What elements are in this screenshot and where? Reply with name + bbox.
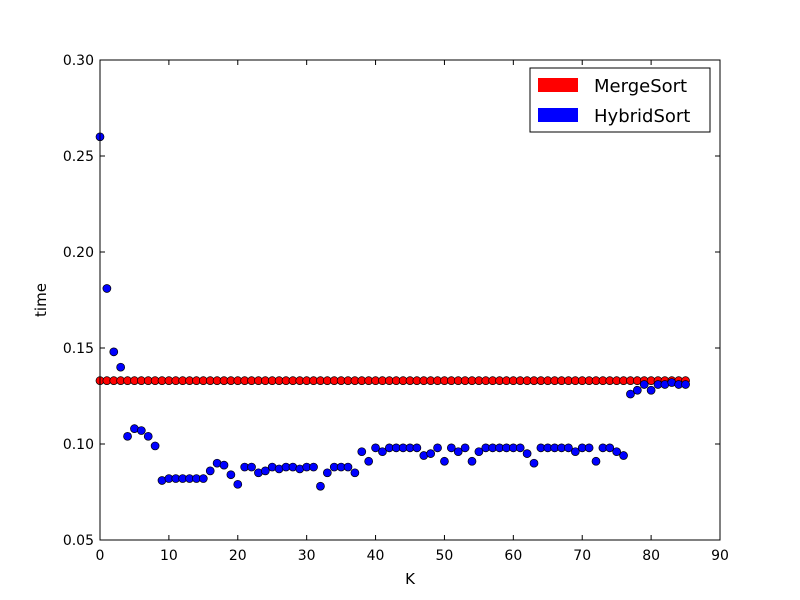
hybridsort-point — [350, 468, 360, 478]
x-tick-label: 60 — [504, 548, 522, 564]
x-tick-label: 50 — [436, 548, 454, 564]
hybridsort-point — [591, 456, 601, 466]
hybridsort-point — [433, 443, 442, 453]
hybridsort-point — [446, 443, 456, 453]
hybridsort-point — [612, 447, 622, 457]
hybridsort-point — [626, 389, 635, 399]
x-tick-label: 20 — [229, 548, 247, 564]
hybridsort-point — [460, 443, 470, 453]
hybridsort-point — [309, 462, 318, 472]
hybridsort-point — [426, 449, 436, 458]
hybridsort-point — [371, 443, 380, 453]
x-tick-label: 80 — [642, 548, 660, 564]
hybridsort-point — [226, 470, 236, 480]
hybridsort-point — [143, 431, 153, 441]
hybridsort-point — [205, 466, 215, 476]
y-axis-label: time — [32, 283, 50, 317]
hybridsort-point — [564, 443, 573, 453]
x-tick-label: 40 — [367, 548, 385, 564]
hybridsort-point — [605, 443, 615, 453]
x-tick-label: 70 — [573, 548, 591, 564]
hybridsort-point — [198, 474, 208, 483]
hybridsort-point — [584, 443, 594, 453]
y-tick-label: 0.25 — [63, 149, 94, 165]
y-axis: 0.05 0.10 0.15 0.20 0.25 0.30 — [63, 53, 720, 549]
y-tick-label: 0.05 — [63, 533, 94, 549]
plot-frame — [99, 59, 721, 541]
x-tick-label: 10 — [160, 548, 178, 564]
hybridsort-point — [378, 447, 387, 457]
hybridsort-point — [260, 466, 270, 476]
plot-background — [100, 60, 720, 540]
hybridsort-point — [123, 431, 132, 441]
hybridsort-point — [515, 443, 525, 453]
hybridsort-point — [357, 447, 367, 457]
hybridsort-point — [102, 284, 112, 293]
x-tick-label: 0 — [96, 548, 105, 564]
hybridsort-point — [646, 385, 656, 395]
hybridsort-point — [474, 447, 484, 457]
hybridsort-point — [570, 447, 580, 457]
y-tick-label: 0.20 — [63, 245, 94, 261]
x-axis-label: K — [405, 570, 416, 588]
hybridsort-point — [116, 362, 126, 372]
hybridsort-point — [412, 443, 422, 453]
hybridsort-point — [529, 458, 539, 468]
y-tick-label: 0.30 — [63, 53, 94, 69]
x-axis: 0 10 20 30 40 50 60 70 80 90 — [96, 60, 729, 564]
hybridsort-point — [681, 380, 690, 389]
hybridsort-point — [632, 385, 642, 395]
hybridsort-point — [467, 456, 477, 466]
hybridsort-point — [150, 441, 160, 451]
hybridsort-point — [247, 462, 256, 472]
hybridsort-point — [109, 347, 119, 357]
series-hybridsort — [95, 132, 690, 491]
hybridsort-point — [440, 456, 449, 466]
y-tick-label: 0.10 — [63, 437, 94, 453]
hybridsort-point — [316, 481, 325, 491]
legend-swatch-mergesort — [538, 78, 578, 92]
hybridsort-point — [136, 426, 146, 435]
hybridsort-point — [322, 468, 332, 478]
hybridsort-point — [522, 449, 532, 458]
hybridsort-point — [343, 462, 353, 472]
hybridsort-point — [219, 460, 229, 470]
hybridsort-point — [364, 456, 374, 466]
legend: MergeSort HybridSort — [529, 67, 711, 133]
legend-label-mergesort: MergeSort — [594, 76, 687, 97]
x-tick-label: 30 — [298, 548, 316, 564]
legend-swatch-hybridsort — [538, 108, 578, 122]
hybridsort-point — [453, 447, 463, 457]
y-tick-label: 0.15 — [63, 341, 94, 357]
series-layer — [95, 132, 690, 491]
hybridsort-point — [639, 380, 649, 389]
legend-label-hybridsort: HybridSort — [594, 106, 690, 127]
hybridsort-point — [619, 451, 628, 460]
x-tick-label: 90 — [711, 548, 729, 564]
hybridsort-point — [233, 479, 243, 489]
